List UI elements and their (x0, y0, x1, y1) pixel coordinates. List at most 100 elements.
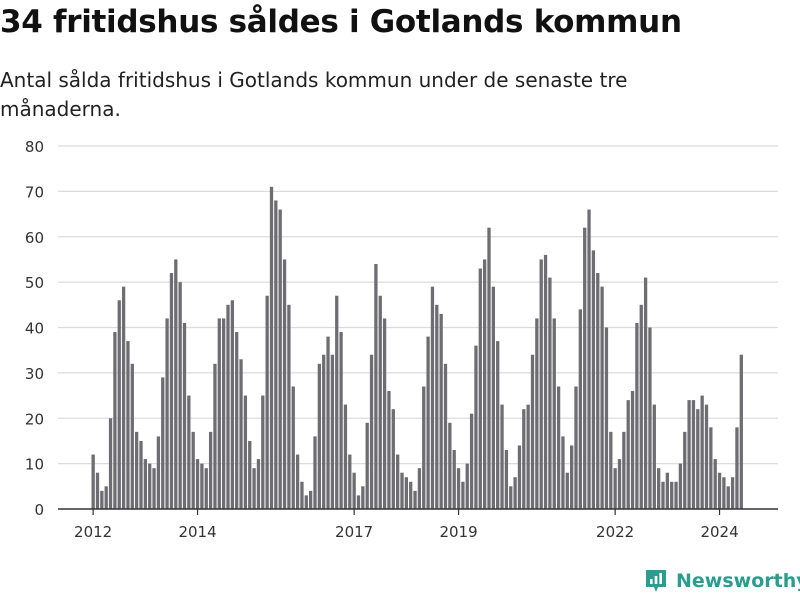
bar (565, 472, 569, 509)
bar (378, 295, 382, 509)
bar (330, 354, 335, 509)
bar (691, 400, 696, 509)
bar (604, 327, 609, 509)
bar (291, 386, 295, 509)
bar (452, 450, 456, 509)
brand-name: Newsworthy (676, 570, 800, 592)
bar (309, 490, 313, 509)
bar (287, 304, 291, 509)
bar (587, 209, 591, 509)
bar (635, 322, 639, 509)
bar (443, 363, 448, 509)
x-tick-label: 2024 (700, 523, 738, 541)
bar (670, 481, 674, 509)
bar (235, 332, 239, 509)
bar (169, 273, 174, 509)
bar (322, 354, 326, 509)
bar (252, 468, 256, 509)
bar (187, 395, 191, 509)
bar (570, 445, 574, 509)
bar (369, 354, 374, 509)
bar (561, 436, 565, 509)
y-tick-label: 50 (25, 274, 44, 292)
bar (426, 336, 430, 509)
bar (448, 422, 452, 509)
bar (165, 318, 169, 509)
bar (300, 481, 304, 509)
bar (148, 463, 152, 509)
bar (304, 495, 308, 509)
bar (539, 259, 543, 509)
y-tick-label: 80 (25, 138, 44, 156)
y-tick-label: 40 (25, 320, 44, 338)
bar (713, 459, 717, 509)
bar (139, 440, 143, 509)
bar (639, 304, 643, 509)
bar (208, 431, 213, 509)
bar (522, 409, 526, 509)
bar (100, 490, 104, 509)
y-grid (58, 145, 778, 465)
bar (478, 268, 482, 509)
bar (439, 313, 443, 509)
bar (104, 486, 108, 509)
bar (678, 463, 683, 509)
bar (396, 454, 400, 509)
bar (339, 332, 343, 509)
chart-title: 34 fritidshus såldes i Gotlands kommun (0, 4, 682, 40)
bar (256, 459, 261, 509)
bar (174, 259, 178, 509)
bar (722, 477, 726, 509)
highlight-value-label: 34 (739, 0, 761, 5)
bar (496, 341, 500, 509)
bar (135, 431, 139, 509)
bar (622, 431, 626, 509)
bar (504, 450, 509, 509)
bar (574, 386, 578, 509)
bar (317, 363, 321, 509)
bar (487, 227, 491, 510)
bar (204, 468, 208, 509)
bar (156, 436, 161, 509)
bar (543, 254, 548, 509)
bar (121, 286, 126, 509)
newsworthy-logo: Newsworthy (644, 568, 800, 594)
bar (530, 354, 535, 509)
y-tick-label: 20 (25, 410, 44, 428)
bar (217, 318, 221, 509)
bar (261, 395, 265, 509)
chart-subtitle: Antal sålda fritidshus i Gotlands kommun… (0, 68, 628, 121)
bar (535, 318, 539, 509)
bar (726, 486, 730, 509)
y-tick-label: 60 (25, 229, 44, 247)
bar (230, 300, 234, 509)
bar (657, 468, 661, 509)
y-tick-label: 70 (25, 183, 44, 201)
bar (195, 459, 200, 509)
bar (274, 200, 278, 509)
y-tick-label: 30 (25, 365, 44, 383)
bar (578, 309, 582, 509)
x-axis (58, 508, 778, 515)
bar (191, 431, 195, 509)
bar (117, 300, 121, 509)
bar (126, 341, 130, 509)
bar (239, 359, 243, 509)
bar (548, 277, 552, 509)
bar (91, 454, 95, 509)
bar (417, 468, 422, 509)
bar (113, 332, 117, 509)
bar (600, 286, 604, 509)
bar (739, 354, 743, 509)
bar (430, 286, 435, 509)
bar (609, 431, 613, 509)
bar (382, 318, 387, 509)
bar (717, 472, 722, 509)
bar (422, 386, 426, 509)
bar (735, 427, 739, 509)
bar (648, 327, 652, 509)
bar (374, 263, 378, 509)
bar (509, 486, 513, 509)
bar (683, 431, 687, 509)
